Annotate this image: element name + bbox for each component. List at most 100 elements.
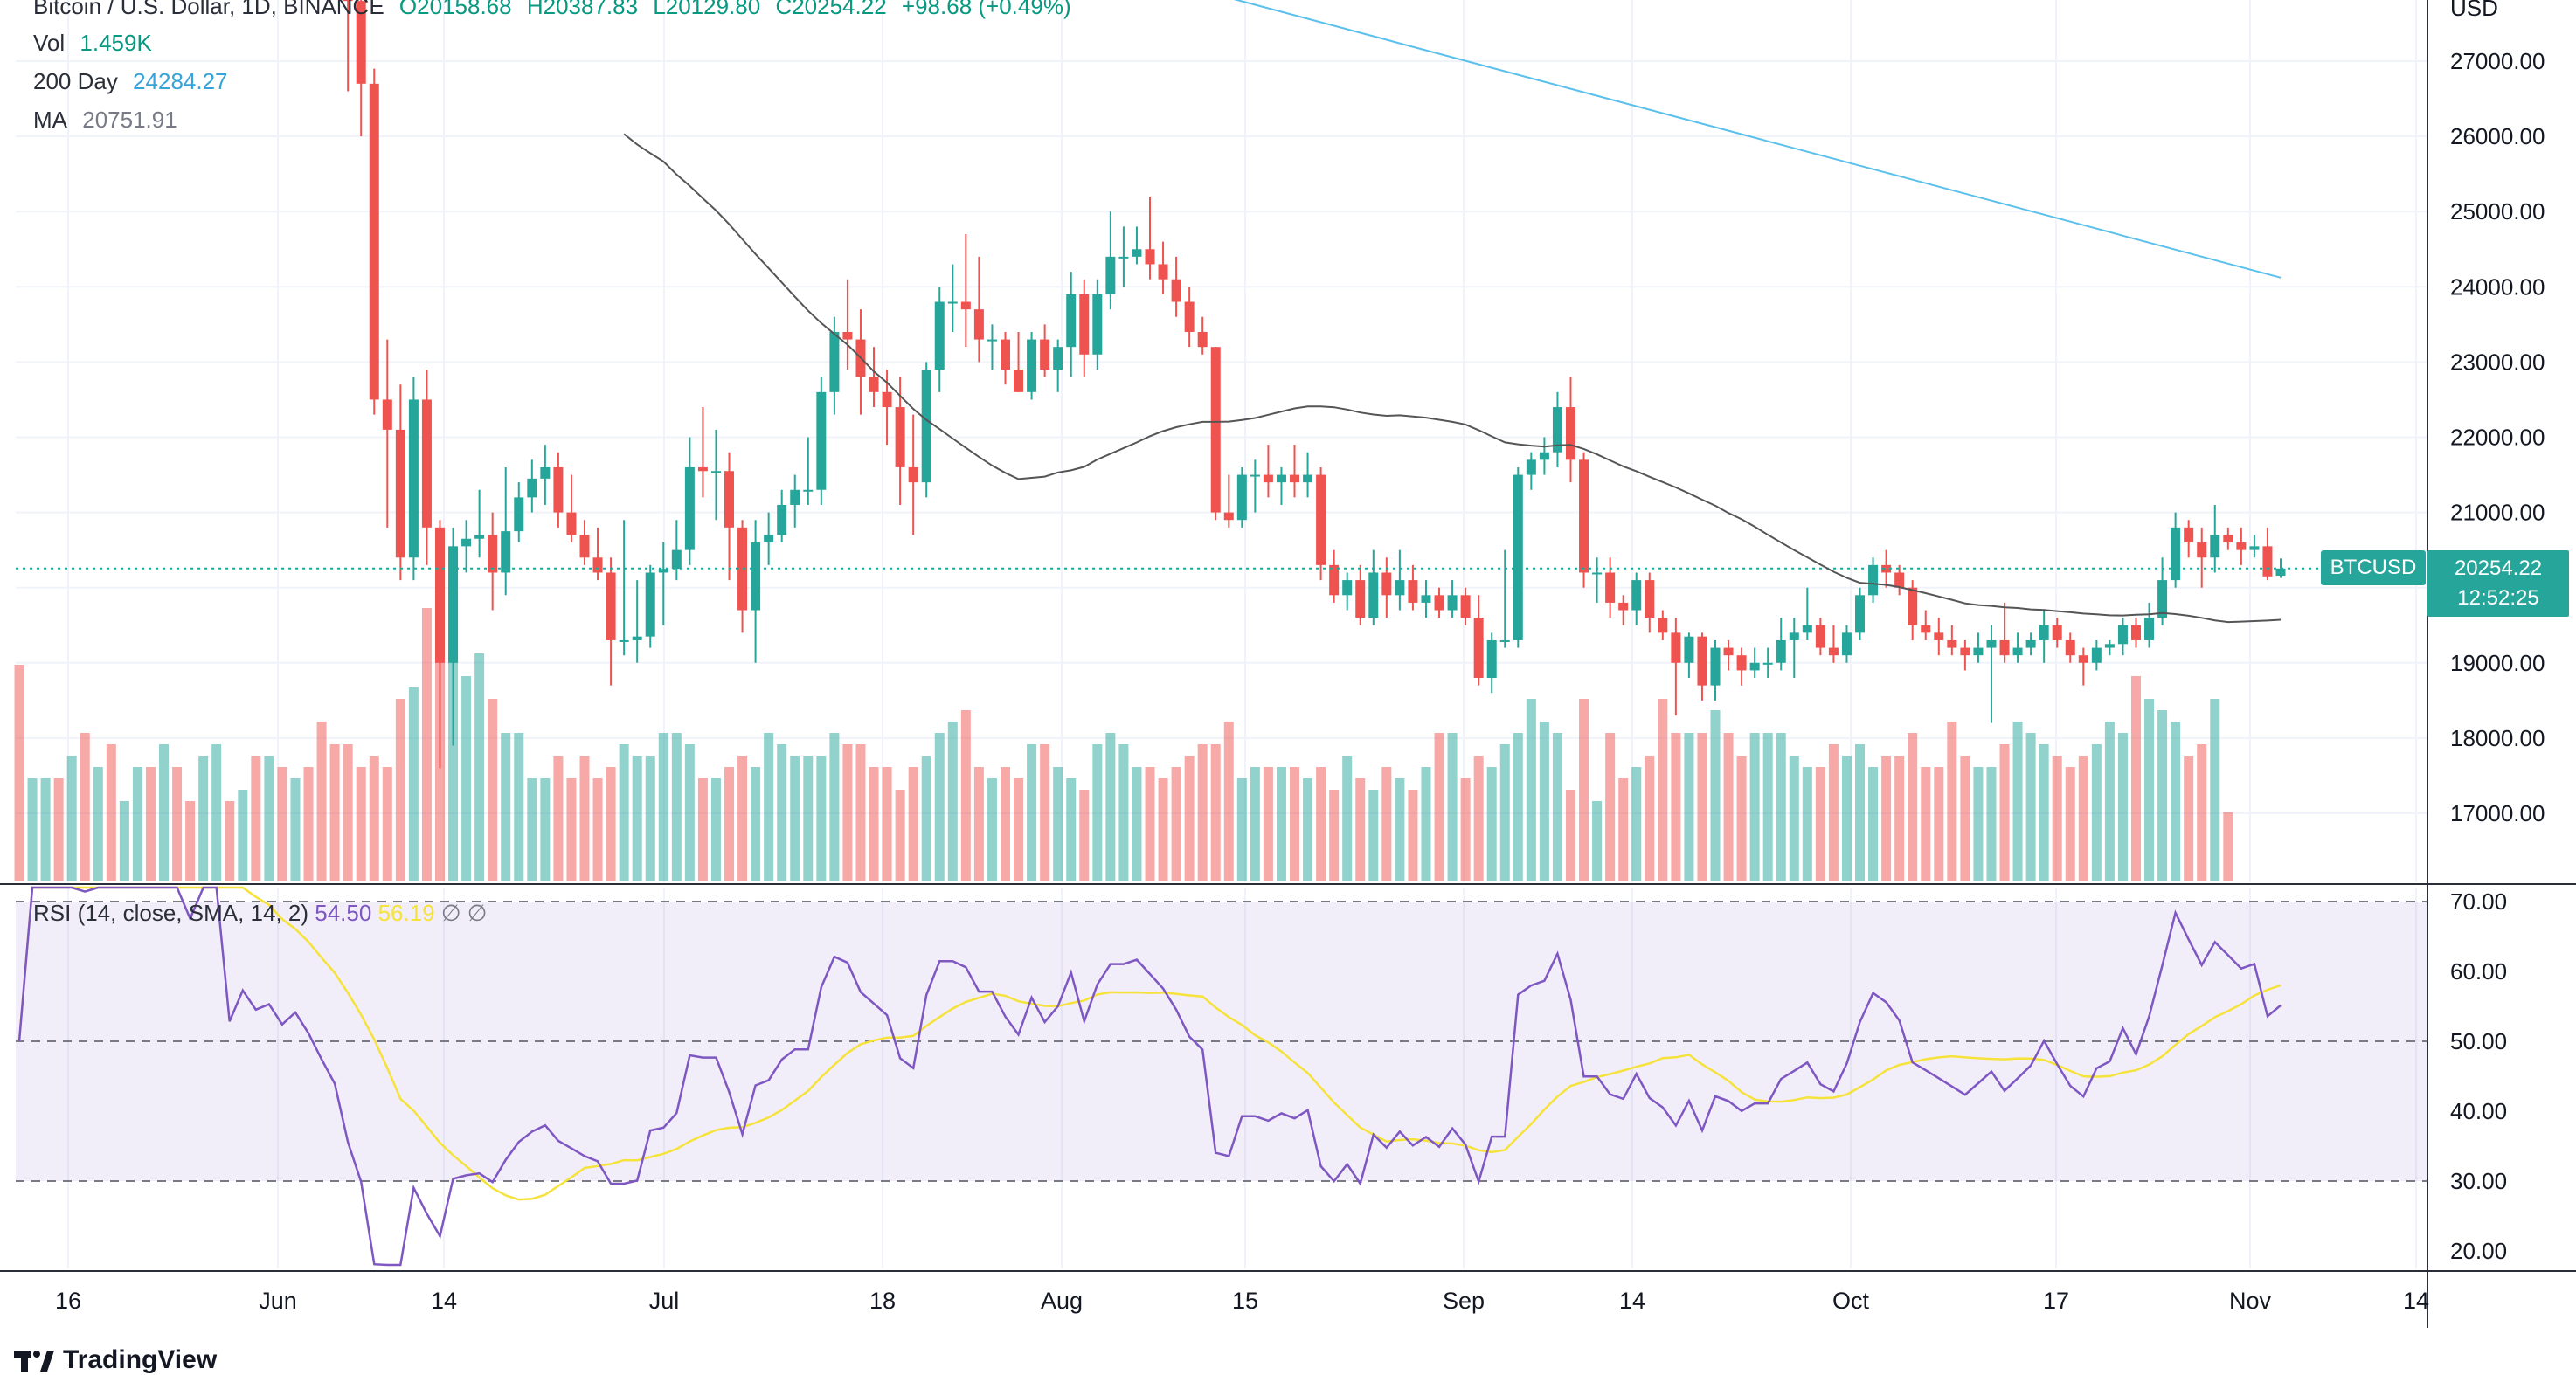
volume-bar: [645, 756, 655, 881]
volume-bar: [882, 767, 892, 881]
change-value: +98.68 (+0.49%): [901, 0, 1071, 19]
volume-bar: [1868, 767, 1879, 881]
volume-bar: [1841, 756, 1852, 881]
volume-bar: [1236, 778, 1247, 881]
candle-body: [2052, 625, 2062, 640]
ma200-line: [1233, 0, 2282, 279]
volume-bar: [527, 778, 537, 881]
candle-body: [1395, 580, 1405, 596]
volume-bar: [2144, 699, 2155, 881]
candle-body: [2157, 580, 2168, 618]
volume-bar: [1499, 744, 1510, 881]
candle-body: [619, 639, 629, 642]
volume-bar: [1408, 790, 1418, 881]
candle-body: [1408, 580, 1418, 603]
volume-bar: [1184, 756, 1195, 881]
volume-bar: [540, 778, 551, 881]
candle-body: [1631, 580, 1642, 611]
volume-bar: [1645, 756, 1655, 881]
volume-bar: [2130, 676, 2141, 881]
price-tick-label: 25000.00: [2450, 198, 2545, 225]
volume-bar: [829, 733, 840, 881]
volume-bar: [553, 756, 564, 881]
time-tick-label: Jun: [259, 1288, 297, 1314]
volume-bar: [80, 733, 90, 881]
candle-body: [1447, 595, 1458, 611]
candle-body: [2236, 542, 2247, 550]
volume-legend[interactable]: Vol 1.459K: [33, 30, 161, 57]
candle-body: [671, 549, 682, 570]
volume-bar: [987, 778, 997, 881]
volume-bar: [1105, 733, 1116, 881]
volume-bar: [790, 756, 800, 881]
candlesticks: [16, 0, 2427, 769]
candle-body: [697, 466, 708, 472]
volume-bar: [93, 767, 103, 881]
ma200-legend[interactable]: 200 Day 24284.27: [33, 68, 237, 95]
candle-body: [1368, 572, 1379, 618]
candle-body: [2275, 568, 2286, 577]
rsi-tick-label: 60.00: [2450, 958, 2507, 985]
time-tick-label: 17: [2043, 1288, 2069, 1314]
ma-legend[interactable]: MA 20751.91: [33, 107, 186, 134]
volume-bar: [14, 665, 24, 881]
ma-label: MA: [33, 107, 67, 133]
time-tick-label: Oct: [1832, 1288, 1870, 1314]
candle-body: [1868, 564, 1879, 596]
low-value: L20129.80: [653, 0, 761, 19]
candle-body: [1539, 452, 1549, 460]
candle-body: [803, 489, 814, 492]
candle-body: [1027, 339, 1037, 392]
volume-bar: [671, 733, 682, 881]
volume-bar: [2197, 744, 2207, 881]
volume-bar: [1145, 767, 1155, 881]
volume-bar: [710, 778, 721, 881]
price-axis-currency: USD: [2450, 0, 2498, 21]
time-tick-label: 14: [2403, 1288, 2429, 1314]
candle-body: [1210, 347, 1221, 513]
volume-bar: [448, 653, 459, 881]
candle-body: [737, 527, 748, 611]
volume-bar: [119, 801, 129, 881]
candle-body: [1040, 339, 1050, 370]
candle-body: [2144, 618, 2155, 640]
candle-body: [777, 504, 787, 535]
rsi-legend[interactable]: RSI (14, close, SMA, 14, 2) 54.50 56.19 …: [33, 900, 487, 927]
volume-bar: [803, 756, 814, 881]
ma200-value: 24284.27: [133, 68, 228, 94]
candle-body: [1881, 564, 1892, 573]
volume-bar: [1368, 790, 1379, 881]
candle-body: [2262, 546, 2273, 577]
volume-bar: [1815, 767, 1825, 881]
symbol-title[interactable]: Bitcoin / U.S. Dollar, 1D, BINANCE: [33, 0, 384, 19]
candle-body: [448, 546, 459, 663]
volume-bar: [1539, 722, 1549, 881]
candle-body: [2197, 542, 2207, 558]
candle-body: [2039, 625, 2049, 640]
volume-bar: [566, 778, 577, 881]
volume-bar: [2184, 756, 2194, 881]
volume-bar: [1605, 733, 1616, 881]
volume-bar: [1486, 767, 1497, 881]
volume-bar: [1894, 756, 1905, 881]
volume-bar: [2171, 722, 2181, 881]
volume-bar: [1565, 790, 1575, 881]
candle-body: [1762, 662, 1773, 665]
candle-body: [1776, 639, 1786, 663]
candle-body: [1658, 618, 1668, 633]
candle-body: [1473, 618, 1484, 679]
volume-bar: [27, 778, 38, 881]
volume-bar: [764, 733, 774, 881]
volume-bar: [1250, 767, 1260, 881]
tradingview-logo[interactable]: TradingView: [14, 1345, 217, 1375]
candle-body: [514, 497, 524, 532]
candle-body: [553, 466, 564, 513]
volume-bar: [869, 767, 879, 881]
volume-bar: [1132, 767, 1142, 881]
rsi-flag-icon-2: ∅: [467, 900, 488, 926]
volume-bar: [395, 699, 405, 881]
moving-average-lines: [623, 0, 2282, 624]
rsi-tick-label: 20.00: [2450, 1238, 2507, 1264]
candle-body: [1014, 370, 1024, 392]
